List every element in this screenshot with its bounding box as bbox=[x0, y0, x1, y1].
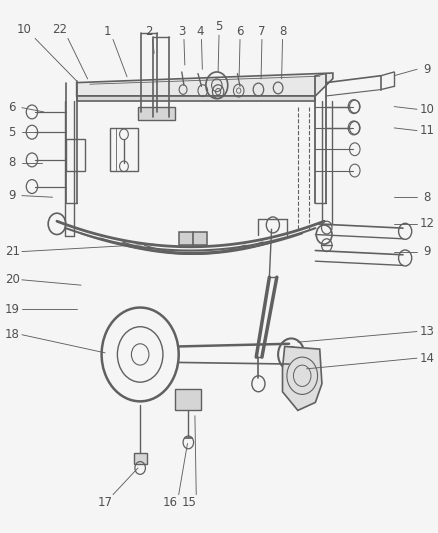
Text: 22: 22 bbox=[52, 23, 67, 36]
Text: 7: 7 bbox=[258, 26, 266, 38]
Text: 8: 8 bbox=[9, 156, 16, 169]
Text: 17: 17 bbox=[98, 496, 113, 508]
Text: 4: 4 bbox=[197, 26, 205, 38]
Text: 5: 5 bbox=[215, 20, 223, 33]
Text: 5: 5 bbox=[9, 126, 16, 139]
Text: 20: 20 bbox=[5, 273, 20, 286]
Text: 6: 6 bbox=[8, 101, 16, 114]
Text: 13: 13 bbox=[420, 325, 434, 338]
Text: 9: 9 bbox=[423, 63, 431, 76]
Text: 2: 2 bbox=[145, 26, 153, 38]
Polygon shape bbox=[77, 73, 333, 96]
Text: 6: 6 bbox=[236, 26, 244, 38]
Text: 9: 9 bbox=[423, 245, 431, 258]
Text: 21: 21 bbox=[5, 245, 20, 258]
Bar bbox=[134, 453, 147, 464]
Text: 19: 19 bbox=[5, 303, 20, 316]
Text: 10: 10 bbox=[420, 103, 434, 116]
Polygon shape bbox=[77, 96, 315, 101]
Text: 9: 9 bbox=[8, 189, 16, 202]
Bar bbox=[110, 128, 138, 171]
Text: 15: 15 bbox=[182, 496, 197, 508]
Text: 3: 3 bbox=[178, 26, 185, 38]
Text: 16: 16 bbox=[162, 496, 177, 508]
Text: 8: 8 bbox=[424, 191, 431, 204]
Text: 14: 14 bbox=[420, 352, 434, 365]
Bar bbox=[175, 389, 201, 410]
Text: 12: 12 bbox=[420, 217, 434, 230]
Text: 10: 10 bbox=[17, 23, 32, 36]
Text: 18: 18 bbox=[5, 328, 20, 341]
Text: 1: 1 bbox=[103, 26, 111, 38]
Polygon shape bbox=[283, 346, 322, 410]
Text: 11: 11 bbox=[420, 124, 434, 137]
Bar bbox=[138, 107, 175, 120]
Bar bbox=[179, 232, 207, 245]
Text: 8: 8 bbox=[279, 26, 286, 38]
